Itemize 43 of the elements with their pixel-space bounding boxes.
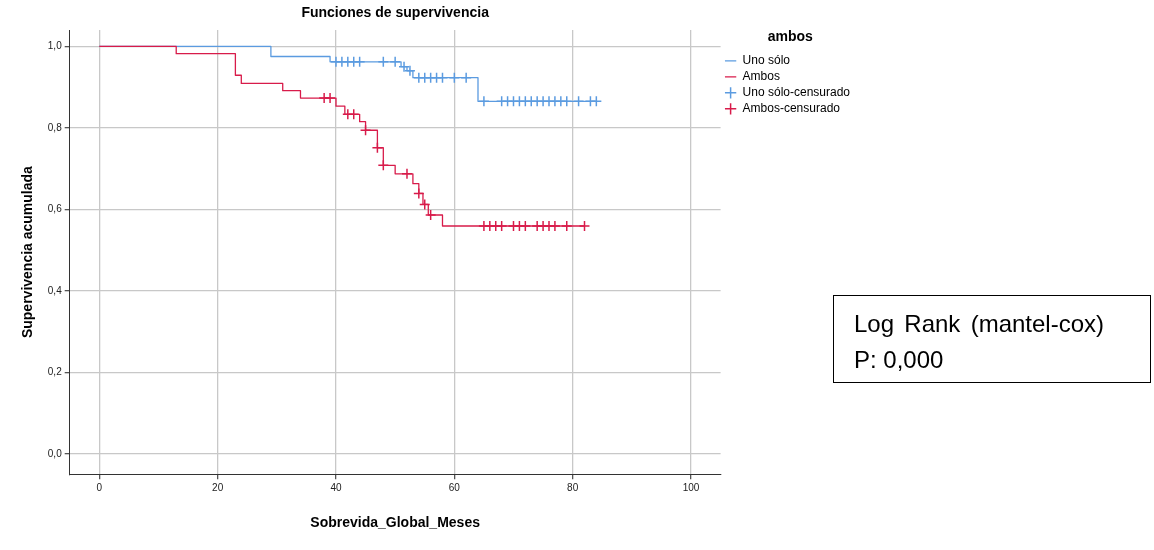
point xyxy=(578,220,591,232)
point xyxy=(401,168,413,180)
y-tick-label: 1,0 xyxy=(47,40,63,52)
x-tick-label: 0 xyxy=(96,481,103,493)
point xyxy=(478,95,490,108)
x-tick-label: 20 xyxy=(212,481,224,493)
legend-label: Uno sólo xyxy=(742,53,791,68)
point xyxy=(324,92,336,104)
x-tick-label: 60 xyxy=(448,481,461,493)
y-tick-label: 0,6 xyxy=(47,203,63,215)
point xyxy=(436,71,449,84)
y-tick-label: 0,2 xyxy=(47,366,63,378)
point xyxy=(377,159,390,172)
legend-label: Uno sólo-censurado xyxy=(742,85,851,100)
point xyxy=(389,56,401,68)
point xyxy=(347,108,360,121)
point xyxy=(371,142,384,154)
y-tick-label: 0,8 xyxy=(47,121,63,133)
y-axis-title: Supervivencia acumulada xyxy=(19,165,36,339)
point xyxy=(413,187,425,200)
point xyxy=(418,198,431,211)
legend-label: Ambos-censurado xyxy=(742,101,841,116)
point xyxy=(460,71,472,84)
x-tick-label: 40 xyxy=(330,481,342,493)
point xyxy=(590,95,603,108)
point xyxy=(561,95,573,108)
y-tick-label: 0,4 xyxy=(47,284,63,296)
point xyxy=(549,220,561,232)
point xyxy=(572,95,585,108)
y-tick-label: 0,0 xyxy=(47,447,63,459)
point xyxy=(424,209,437,221)
x-tick-label: 100 xyxy=(682,481,700,493)
point xyxy=(359,124,372,136)
x-axis-title: Sobrevida_Global_Meses xyxy=(310,514,481,531)
text: Log Rank (mantel-cox) P: 0,000 xyxy=(833,295,1151,383)
legend-label: Ambos xyxy=(742,69,780,84)
point xyxy=(377,56,390,68)
point xyxy=(448,71,461,84)
legend-title: ambos xyxy=(767,27,814,44)
point xyxy=(561,220,573,232)
chart-title: Funciones de supervivencia xyxy=(301,3,490,20)
point xyxy=(519,220,532,232)
x-tick-label: 80 xyxy=(567,481,579,493)
